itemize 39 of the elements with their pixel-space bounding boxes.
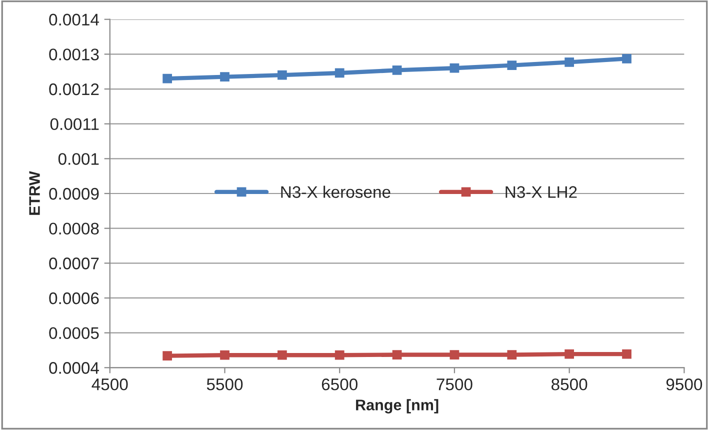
legend-label: N3-X LH2: [506, 186, 577, 198]
y-tick-label: 0.0006: [49, 292, 99, 304]
point: [507, 350, 517, 360]
point: [162, 351, 172, 360]
point: [450, 63, 460, 73]
point: [622, 54, 632, 64]
y-tick-label: 0.0012: [49, 83, 99, 96]
legend-label: N3-X kerosene: [281, 186, 390, 198]
x-tick-label: 4500: [92, 378, 128, 390]
y-tick-label: 0.0013: [49, 48, 99, 60]
y-tick-label: 0.0014: [49, 14, 99, 26]
point: [334, 68, 344, 78]
point: [564, 58, 574, 67]
y-tick-label: 0.0009: [49, 188, 99, 200]
point: [162, 74, 172, 84]
y-axis-title: ETRW: [29, 171, 40, 215]
x-tick-label: 7500: [436, 378, 472, 390]
point: [220, 350, 230, 360]
x-tick-label: 8500: [552, 378, 588, 390]
point: [392, 350, 402, 360]
point: [450, 350, 460, 360]
point: [220, 72, 230, 82]
y-tick-label: 0.0004: [49, 362, 99, 374]
x-axis-title: Range [nm]: [356, 399, 438, 414]
y-tick-label: 0.001: [58, 153, 99, 165]
point: [334, 350, 344, 360]
y-tick-label: 0.0011: [50, 118, 99, 130]
point: [277, 350, 287, 360]
x-tick-label: 6500: [322, 378, 358, 390]
y-tick-label: 0.0008: [49, 222, 99, 235]
point: [564, 349, 574, 359]
point: [277, 70, 287, 80]
point: [392, 66, 402, 75]
x-tick-label: 9500: [666, 378, 702, 390]
y-tick-label: 0.0007: [49, 258, 99, 270]
y-tick-label: 0.0005: [49, 327, 99, 340]
point: [507, 60, 517, 70]
x-tick-label: 5500: [206, 378, 243, 390]
point: [622, 349, 632, 359]
